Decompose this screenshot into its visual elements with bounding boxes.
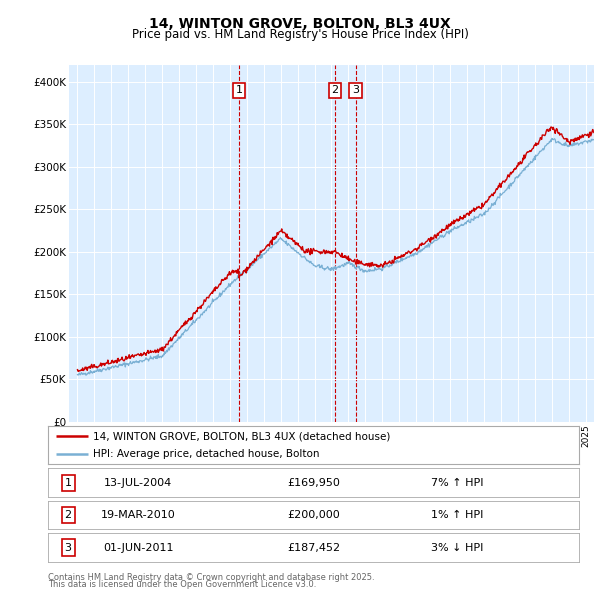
Text: £169,950: £169,950 [287, 478, 340, 487]
Text: 3: 3 [352, 86, 359, 96]
Text: 01-JUN-2011: 01-JUN-2011 [103, 543, 173, 552]
Text: HPI: Average price, detached house, Bolton: HPI: Average price, detached house, Bolt… [93, 449, 320, 459]
Text: 13-JUL-2004: 13-JUL-2004 [104, 478, 172, 487]
Text: 2: 2 [331, 86, 338, 96]
Text: 1% ↑ HPI: 1% ↑ HPI [431, 510, 483, 520]
Text: 3% ↓ HPI: 3% ↓ HPI [431, 543, 483, 552]
Text: 2: 2 [65, 510, 72, 520]
Text: 14, WINTON GROVE, BOLTON, BL3 4UX (detached house): 14, WINTON GROVE, BOLTON, BL3 4UX (detac… [93, 431, 391, 441]
Text: Contains HM Land Registry data © Crown copyright and database right 2025.: Contains HM Land Registry data © Crown c… [48, 573, 374, 582]
Text: 14, WINTON GROVE, BOLTON, BL3 4UX: 14, WINTON GROVE, BOLTON, BL3 4UX [149, 17, 451, 31]
Text: 19-MAR-2010: 19-MAR-2010 [101, 510, 176, 520]
Text: 3: 3 [65, 543, 71, 552]
Text: 1: 1 [235, 86, 242, 96]
Text: 7% ↑ HPI: 7% ↑ HPI [431, 478, 483, 487]
Text: £200,000: £200,000 [287, 510, 340, 520]
Text: This data is licensed under the Open Government Licence v3.0.: This data is licensed under the Open Gov… [48, 580, 316, 589]
Text: Price paid vs. HM Land Registry's House Price Index (HPI): Price paid vs. HM Land Registry's House … [131, 28, 469, 41]
Text: 1: 1 [65, 478, 71, 487]
Text: £187,452: £187,452 [287, 543, 340, 552]
